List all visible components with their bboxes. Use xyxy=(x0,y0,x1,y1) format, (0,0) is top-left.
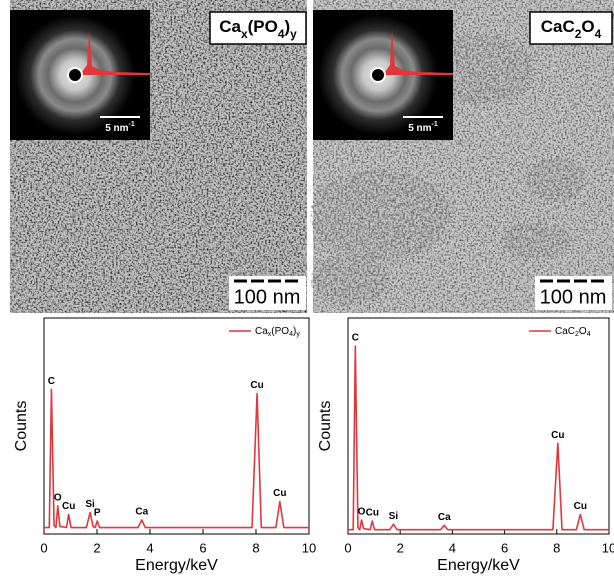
x-tick-label: 8 xyxy=(252,540,259,555)
x-axis-label: Energy/keV xyxy=(135,557,218,574)
x-tick-label: 6 xyxy=(199,540,206,555)
saed-inset-left xyxy=(10,10,150,140)
label-box xyxy=(529,11,613,45)
peak-label: O xyxy=(54,493,62,504)
peak-label: P xyxy=(94,508,101,519)
peak-label: Si xyxy=(389,511,399,522)
peak-label: C xyxy=(352,333,359,344)
plot-frame xyxy=(347,317,610,535)
peak-label: Cu xyxy=(62,501,75,512)
x-tick-label: 10 xyxy=(302,540,316,555)
x-axis-label: Energy/keV xyxy=(437,557,520,574)
peak-label: Cu xyxy=(551,430,564,441)
x-tick-label: 4 xyxy=(146,540,153,555)
saed-inset-right xyxy=(313,10,453,140)
peak-label: Cu xyxy=(366,508,379,519)
peak-label: O xyxy=(358,507,366,518)
peak-label: C xyxy=(48,376,55,387)
x-tick-label: 0 xyxy=(40,540,47,555)
y-axis-label: Counts xyxy=(13,401,30,452)
peak-label: Cu xyxy=(574,501,587,512)
x-tick-label: 2 xyxy=(397,540,404,555)
legend-label: CaC2O4 xyxy=(555,326,591,339)
inset-scale-label: 5 nm-1 xyxy=(105,121,135,133)
peak-label: Ca xyxy=(438,512,451,523)
inset-scale-label: 5 nm-1 xyxy=(408,121,438,133)
legend-label: Cax(PO4)y xyxy=(255,326,300,339)
peak-label: Ca xyxy=(135,507,148,518)
spectrum-line xyxy=(348,345,609,531)
peak-label: Cu xyxy=(250,380,263,391)
x-tick-label: 10 xyxy=(602,540,614,555)
sample-label: CaC2O4 xyxy=(541,17,602,41)
peak-label: Si xyxy=(85,499,95,510)
sample-label: Cax(PO4)y xyxy=(219,17,297,41)
x-tick-label: 0 xyxy=(344,540,351,555)
label-box xyxy=(209,11,307,45)
scale-bar-label: 100 nm xyxy=(234,286,301,308)
x-tick-label: 2 xyxy=(93,540,100,555)
peak-label: Cu xyxy=(273,488,286,499)
spectrum-line xyxy=(44,388,309,529)
x-tick-label: 4 xyxy=(449,540,456,555)
plot-frame xyxy=(43,317,310,535)
y-axis-label: Counts xyxy=(317,401,334,452)
x-tick-label: 6 xyxy=(501,540,508,555)
x-tick-label: 8 xyxy=(553,540,560,555)
scale-bar-label: 100 nm xyxy=(540,286,607,308)
